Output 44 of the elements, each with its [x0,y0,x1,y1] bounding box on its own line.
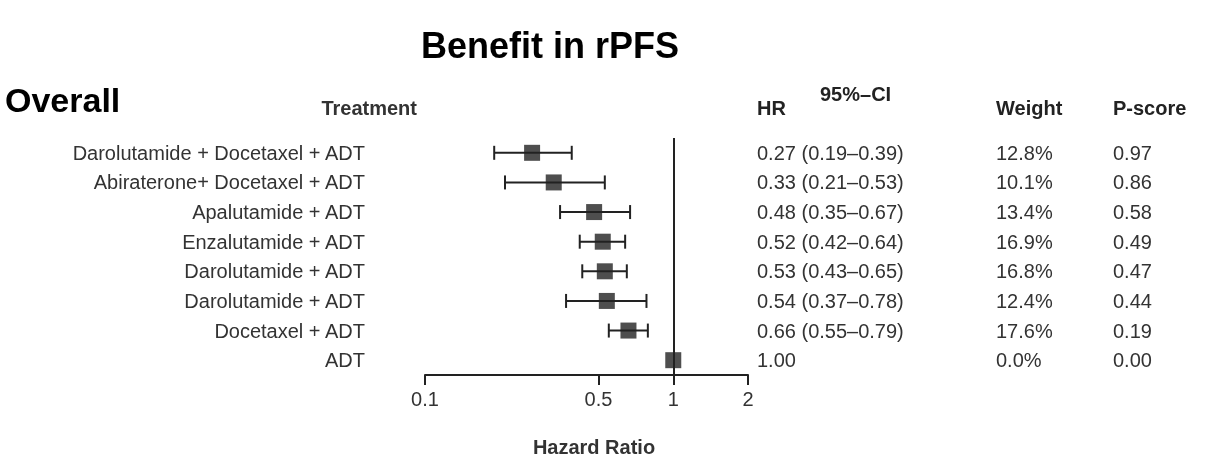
text: 17.6% [996,319,1053,342]
text: 16.9% [996,230,1053,253]
text: 0.53 (0.43–0.65) [757,260,904,283]
text: 0.47 [1113,260,1152,283]
text: 0.54 (0.37–0.78) [757,289,904,312]
x-tick-label: 0.1 [411,388,439,410]
text: P-score [1113,97,1187,119]
text: 0.19 [1113,319,1152,342]
y-axis-title: Treatment [321,97,418,119]
chart-title: Benefit in rPFS [420,24,680,66]
y-tick-label: Darolutamide + Docetaxel + ADT [72,141,365,164]
text: 0.49 [1113,230,1152,253]
text: 1.00 [757,349,796,372]
text: 12.8% [996,141,1053,164]
text: 95%–CI [820,83,892,105]
text: 0.27 (0.19–0.39) [757,141,904,164]
y-tick-label: Docetaxel + ADT [214,319,365,342]
text: 16.8% [996,260,1053,283]
x-tick-label: 1 [667,388,679,410]
text: 0.00 [1113,349,1152,372]
text: HR [757,97,787,119]
text: 0.52 (0.42–0.64) [757,230,904,253]
y-tick-label: Darolutamide + ADT [184,260,365,283]
x-tick-label: 2 [742,388,754,410]
x-tick-label: 0.5 [584,388,613,410]
y-tick-label: Enzalutamide + ADT [182,230,365,253]
y-tick-label: Darolutamide + ADT [184,289,365,312]
y-tick-label: Apalutamide + ADT [192,201,365,224]
text: 0.44 [1113,289,1152,312]
text: Weight [996,97,1063,119]
x-axis-title: Hazard Ratio [532,436,656,458]
text: 10.1% [996,171,1053,194]
text: 13.4% [996,201,1053,224]
y-tick-label: ADT [325,349,365,372]
text: 12.4% [996,289,1053,312]
text: 0.33 (0.21–0.53) [757,171,904,194]
text: 0.97 [1113,141,1152,164]
y-tick-label: Abiraterone+ Docetaxel + ADT [93,171,365,194]
text: 0.48 (0.35–0.67) [757,201,904,224]
text: 0.0% [996,349,1042,372]
text: 0.66 (0.55–0.79) [757,319,904,342]
text: 0.58 [1113,201,1152,224]
text: Overall [5,81,121,119]
text: 0.86 [1113,171,1152,194]
